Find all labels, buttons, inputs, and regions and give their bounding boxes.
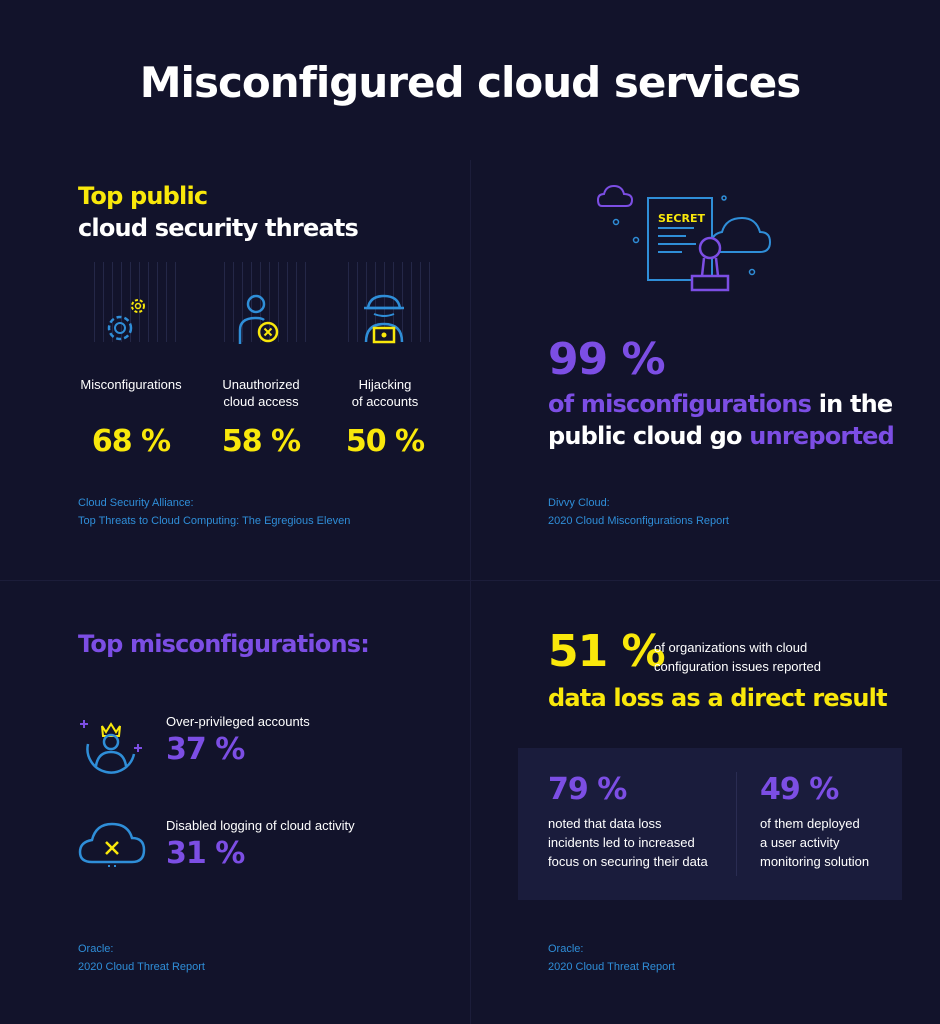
threat-label-line1: Unauthorized — [222, 377, 300, 392]
source-line2: Top Threats to Cloud Computing: The Egre… — [78, 515, 351, 527]
threats-heading-line1: Top public — [78, 182, 208, 210]
crowned-user-icon — [80, 720, 142, 774]
misconfig-percent: 31 % — [166, 836, 245, 871]
threat-percent: 50 % — [345, 424, 425, 459]
threat-percent: 58 % — [221, 424, 301, 459]
data-loss-stats-panel: 79 % noted that data loss incidents led … — [518, 748, 902, 900]
stat-text-line: of them deployed — [760, 816, 860, 831]
stat-percent: 49 % — [760, 772, 839, 807]
stat-text-line: a user activity — [760, 835, 840, 850]
user-denied-icon — [238, 294, 279, 344]
source-line1: Cloud Security Alliance: — [78, 497, 194, 509]
misconfigurations-source: Oracle: 2020 Cloud Threat Report — [78, 940, 205, 976]
statement-part: unreported — [749, 422, 895, 450]
panel-divider — [736, 772, 737, 876]
vertical-divider — [470, 160, 471, 1024]
stat-percent: 79 % — [548, 772, 627, 807]
source-line2: 2020 Cloud Misconfigurations Report — [548, 515, 729, 527]
threat-unauthorized-access: Unauthorized cloud access 58 % — [196, 262, 326, 459]
data-loss-text-line2: configuration issues reported — [654, 659, 821, 674]
threat-percent: 68 % — [91, 424, 171, 459]
data-loss-text: of organizations with cloud configuratio… — [654, 638, 874, 676]
statement-part: of misconfigurations — [548, 390, 812, 418]
misconfig-label: Disabled logging of cloud activity — [166, 818, 355, 833]
threat-label-line2: of accounts — [351, 394, 419, 409]
threat-hijacking: Hijacking of accounts 50 % — [320, 262, 450, 459]
threats-heading-line2: cloud security threats — [78, 214, 359, 242]
source-line2: 2020 Cloud Threat Report — [78, 961, 205, 973]
threat-label-line1: Hijacking — [358, 377, 412, 392]
stat-text-line: monitoring solution — [760, 854, 870, 869]
data-loss-text-line1: of organizations with cloud — [654, 640, 808, 655]
unreported-statement: of misconfigurations in the public cloud… — [548, 388, 895, 452]
statement-part: in the — [811, 390, 894, 418]
data-loss-headline: data loss as a direct result — [548, 684, 888, 712]
source-line2: 2020 Cloud Threat Report — [548, 961, 675, 973]
misconfigurations-heading: Top misconfigurations: — [78, 630, 370, 658]
rain-decoration — [216, 262, 306, 342]
unreported-percent: 99 % — [548, 334, 666, 385]
misconfig-label: Over-privileged accounts — [166, 714, 310, 729]
statement-part: public cloud go — [548, 422, 750, 450]
data-loss-percent: 51 % — [548, 626, 666, 677]
unreported-source: Divvy Cloud: 2020 Cloud Misconfiguration… — [548, 494, 729, 530]
threats-source: Cloud Security Alliance: Top Threats to … — [78, 494, 350, 530]
page-title: Misconfigured cloud services — [139, 58, 801, 107]
horizontal-divider — [0, 580, 940, 581]
stat-text-line: focus on securing their data — [548, 854, 708, 869]
misconfig-percent: 37 % — [166, 732, 245, 767]
threat-misconfigurations: Misconfigurations 68 % — [66, 262, 196, 459]
hacker-icon — [364, 294, 404, 344]
data-loss-source: Oracle: 2020 Cloud Threat Report — [548, 940, 675, 976]
threat-label-line2: cloud access — [223, 394, 299, 409]
stat-49: 49 % of them deployed a user activity mo… — [760, 772, 940, 871]
stat-text-line: noted that data loss — [548, 816, 662, 831]
stat-79: 79 % noted that data loss incidents led … — [548, 772, 728, 871]
threats-heading: Top public cloud security threats — [78, 180, 359, 244]
source-line1: Divvy Cloud: — [548, 497, 610, 509]
source-line1: Oracle: — [548, 943, 584, 955]
secret-document-illustration — [596, 184, 772, 292]
cloud-x-icon — [78, 822, 146, 867]
threat-label-line1: Misconfigurations — [80, 377, 182, 392]
source-line1: Oracle: — [78, 943, 114, 955]
gear-icon — [107, 299, 145, 341]
secret-stamp-label: SECRET — [658, 212, 705, 225]
stat-text-line: incidents led to increased — [548, 835, 695, 850]
